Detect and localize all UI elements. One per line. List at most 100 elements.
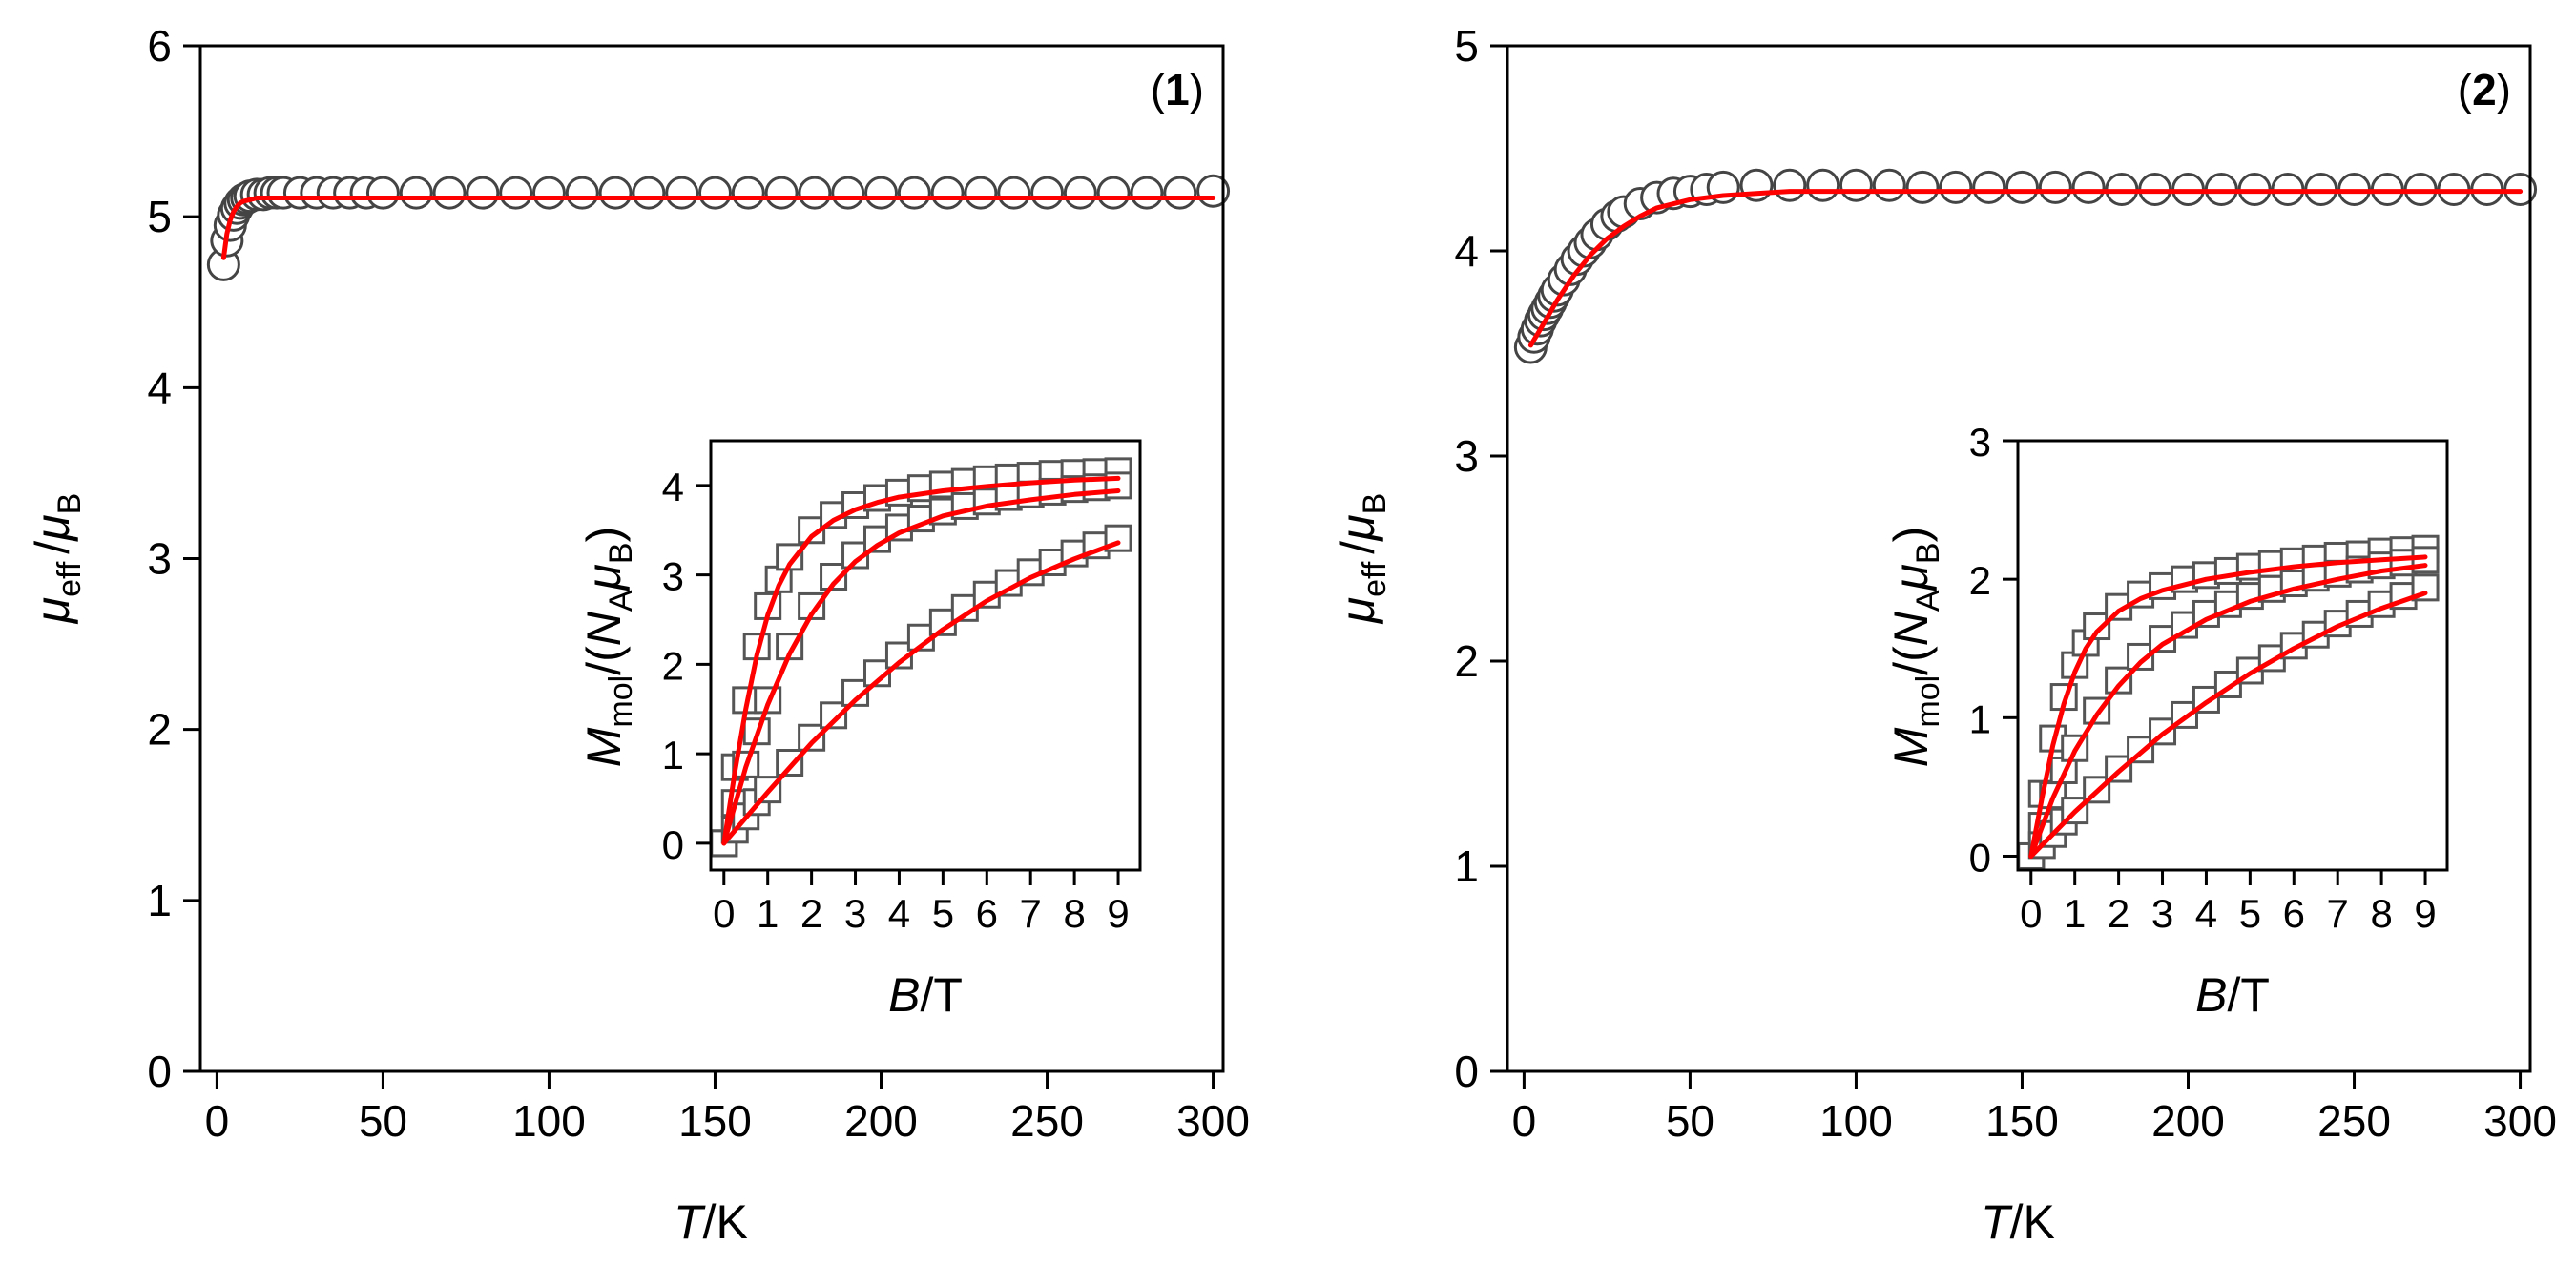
y-axis-sep: / — [26, 541, 79, 554]
main-data-point-circle — [1030, 176, 1065, 210]
inset-x-tick-label: 8 — [2370, 891, 2392, 936]
inset-y-axis-mid: /( — [1884, 646, 1938, 675]
main-y-tick-label: 4 — [147, 363, 172, 412]
main-y-tick-label: 5 — [1454, 21, 1479, 71]
y-axis-var: μ — [26, 597, 79, 625]
main-x-tick-label: 250 — [1010, 1096, 1084, 1146]
inset-y-axis-sub2: A — [603, 590, 639, 612]
y-axis-sub2: B — [1357, 493, 1393, 515]
main-x-tick-label: 0 — [205, 1096, 230, 1146]
inset-plot-frame — [2016, 439, 2449, 872]
inset-y-axis-var: M — [577, 727, 631, 767]
inset-y-axis-var3: μ — [1884, 564, 1938, 591]
inset-x-tick-label: 5 — [932, 891, 954, 936]
main-data-point-circle — [1905, 170, 1940, 204]
x-axis-unit: /K — [2010, 1195, 2055, 1249]
inset-x-tick-label: 7 — [2327, 891, 2349, 936]
inset-y-tick-label: 4 — [662, 465, 684, 509]
y-axis-var2: μ — [26, 514, 79, 542]
main-data-point-circle — [2038, 170, 2072, 204]
main-data-point-circle — [764, 176, 799, 210]
inset-x-tick-label: 5 — [2239, 891, 2261, 936]
main-x-tick-label: 100 — [512, 1096, 586, 1146]
main-data-point-circle — [1839, 168, 1873, 202]
inset-data-point-square — [776, 749, 804, 777]
inset-y-axis-sub: mol — [603, 675, 639, 728]
main-plot-frame — [198, 44, 1225, 1073]
main-x-tick-label: 100 — [1819, 1096, 1893, 1146]
main-data-point-circle — [2071, 170, 2106, 204]
inset-x-tick-label: 0 — [713, 891, 735, 936]
inset-x-axis-title: B/T — [2195, 968, 2270, 1022]
inset-x-tick-label: 8 — [1063, 891, 1085, 936]
inset-x-axis-var: B — [2195, 968, 2227, 1022]
main-x-tick-label: 50 — [359, 1096, 407, 1146]
main-data-point-circle — [2005, 170, 2039, 204]
inset-x-tick-label: 3 — [844, 891, 866, 936]
inset-x-tick-label: 1 — [2064, 891, 2086, 936]
inset-plot-frame — [709, 439, 1142, 872]
inset-x-tick-label: 6 — [2283, 891, 2305, 936]
main-data-point-circle — [697, 176, 732, 210]
inset-y-tick-label: 1 — [662, 733, 684, 778]
main-x-tick-label: 50 — [1666, 1096, 1714, 1146]
x-axis-unit: /K — [703, 1195, 748, 1249]
inset-x-axis-title: B/T — [888, 968, 963, 1022]
inset-y-axis-sub3: B — [603, 542, 639, 564]
x-axis-var: T — [674, 1195, 706, 1249]
inset-y-axis-var2: N — [577, 611, 631, 646]
main-y-tick-label: 4 — [1454, 226, 1479, 276]
panel-tag-number: 1 — [1165, 65, 1190, 114]
panel-tag-close: ) — [1190, 65, 1204, 114]
inset-fit-line — [721, 488, 1121, 846]
main-x-tick-label: 250 — [2317, 1096, 2391, 1146]
inset-y-tick-label: 0 — [662, 822, 684, 867]
inset-y-axis-var3: μ — [577, 564, 631, 591]
inset-y-axis-var: M — [1884, 727, 1938, 767]
main-data-point-circle — [1773, 168, 1807, 202]
inset-y-axis-sub2: A — [1910, 590, 1946, 612]
main-x-tick-label: 300 — [2483, 1096, 2557, 1146]
main-fit-line — [220, 196, 1216, 260]
inset-x-tick-label: 3 — [2151, 891, 2173, 936]
y-axis-sub: eff — [1357, 561, 1393, 597]
inset-x-axis-unit: /T — [2227, 968, 2269, 1022]
main-data-point-circle — [798, 176, 832, 210]
panel-tag-close: ) — [2497, 65, 2511, 114]
main-data-point-circle — [831, 176, 865, 210]
main-data-point-circle — [665, 176, 699, 210]
main-data-point-circle — [997, 176, 1031, 210]
y-axis-var: μ — [1331, 597, 1384, 625]
main-y-tick-label: 2 — [1454, 636, 1479, 686]
main-data-point-circle — [632, 176, 666, 210]
inset-y-axis-sub3: B — [1910, 542, 1946, 564]
inset-y-tick-label: 0 — [1969, 835, 1991, 880]
inset-y-tick-label: 3 — [1969, 420, 1991, 465]
main-data-point-circle — [432, 176, 467, 210]
inset-fit-line — [721, 475, 1121, 846]
inset-y-axis-end: ) — [577, 527, 631, 543]
inset-x-tick-label: 2 — [2108, 891, 2129, 936]
main-y-axis-title: μeff/μB — [26, 493, 88, 626]
inset-y-tick-label: 3 — [662, 554, 684, 599]
main-x-tick-label: 200 — [844, 1096, 918, 1146]
main-x-tick-label: 300 — [1176, 1096, 1250, 1146]
inset-y-axis-end: ) — [1884, 527, 1938, 543]
main-data-point-circle — [1063, 176, 1097, 210]
main-x-tick-label: 0 — [1512, 1096, 1537, 1146]
main-data-point-circle — [897, 176, 931, 210]
main-y-tick-label: 0 — [147, 1047, 172, 1096]
inset-data-point-square — [1104, 524, 1132, 552]
inset-x-axis-unit: /T — [920, 968, 962, 1022]
main-plot-frame — [1506, 44, 2532, 1073]
inset-fit-line — [2028, 554, 2428, 859]
main-data-point-circle — [565, 176, 599, 210]
inset-x-tick-label: 9 — [1107, 891, 1129, 936]
inset-x-tick-label: 4 — [888, 891, 910, 936]
inset-x-tick-label: 0 — [2020, 891, 2042, 936]
